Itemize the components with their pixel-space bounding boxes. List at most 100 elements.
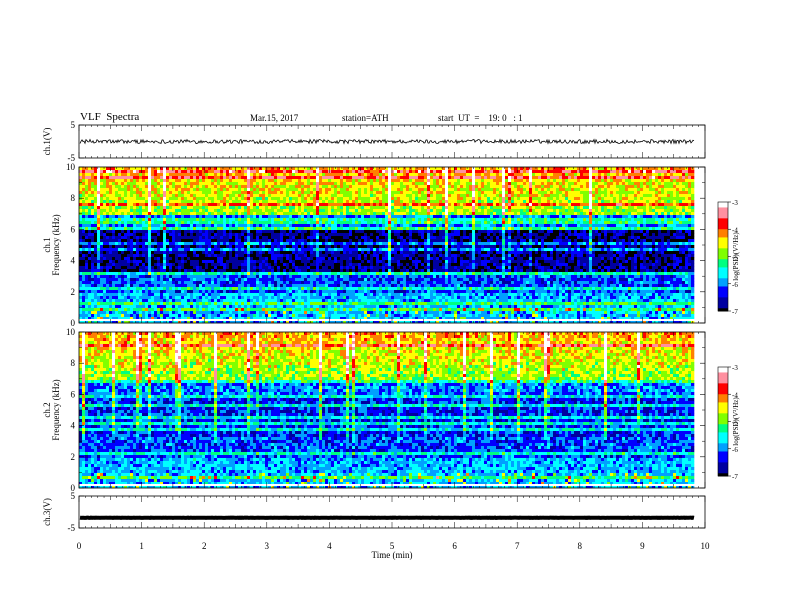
spectrogram-cell bbox=[664, 179, 668, 183]
spectrogram-cell bbox=[214, 185, 218, 189]
spectrogram-cell bbox=[589, 194, 593, 198]
spectrogram-cell bbox=[619, 170, 623, 174]
spectrogram-cell bbox=[517, 227, 521, 231]
spectrogram-cell bbox=[535, 194, 539, 198]
spectrogram-cell bbox=[604, 185, 608, 189]
spectrogram-cell bbox=[547, 233, 551, 237]
spectrogram-cell bbox=[412, 224, 416, 228]
spectrogram-cell bbox=[439, 182, 443, 186]
spectrogram-cell bbox=[346, 218, 350, 222]
spectrogram-cell bbox=[169, 212, 173, 216]
spectrogram-cell bbox=[631, 176, 635, 180]
spectrogram-cell bbox=[487, 203, 491, 207]
spectrogram-cell bbox=[349, 224, 353, 228]
spectrogram-cell bbox=[445, 200, 449, 204]
spectrogram-cell bbox=[175, 212, 179, 216]
spectrogram-cell bbox=[463, 185, 467, 189]
spectrogram-cell bbox=[220, 227, 224, 231]
spectrogram-cell bbox=[196, 191, 200, 195]
spectrogram-cell bbox=[220, 170, 224, 174]
spectrogram-cell bbox=[448, 218, 452, 222]
spectrogram-cell bbox=[580, 233, 584, 237]
spectrogram-cell bbox=[433, 176, 437, 180]
spectrogram-cell bbox=[373, 170, 377, 174]
spectrogram-cell bbox=[289, 194, 293, 198]
spectrogram-cell bbox=[205, 227, 209, 231]
spectrogram-cell bbox=[610, 215, 614, 219]
spectrogram-cell bbox=[556, 200, 560, 204]
spectrogram-cell bbox=[238, 215, 242, 219]
spectrogram-cell bbox=[451, 218, 455, 222]
spectrogram-cell bbox=[244, 194, 248, 198]
spectrogram-cell bbox=[445, 221, 449, 225]
spectrogram-cell bbox=[460, 233, 464, 237]
spectrogram-cell bbox=[472, 221, 476, 225]
spectrogram-cell bbox=[517, 191, 521, 195]
spectrogram-cell bbox=[88, 206, 92, 210]
spectrogram-cell bbox=[310, 224, 314, 228]
spectrogram-cell bbox=[304, 236, 308, 240]
spectrogram-cell bbox=[244, 188, 248, 192]
spectrogram-cell bbox=[478, 194, 482, 198]
spectrogram-cell bbox=[157, 191, 161, 195]
spectrogram-cell bbox=[502, 227, 506, 231]
spectrogram-cell bbox=[109, 185, 113, 189]
spectrogram-cell bbox=[514, 167, 518, 171]
spectrogram-cell bbox=[139, 233, 143, 237]
spectrogram-cell bbox=[85, 194, 89, 198]
spectrogram-cell bbox=[112, 218, 116, 222]
spectrogram-cell bbox=[553, 221, 557, 225]
spectrogram-cell bbox=[322, 176, 326, 180]
spectrogram-cell bbox=[85, 203, 89, 207]
spectrogram-cell bbox=[658, 173, 662, 177]
spectrogram-cell bbox=[388, 200, 392, 204]
spectrogram-cell bbox=[298, 227, 302, 231]
spectrogram-cell bbox=[505, 194, 509, 198]
spectrogram-cell bbox=[241, 182, 245, 186]
spectrogram-cell bbox=[187, 206, 191, 210]
spectrogram-cell bbox=[463, 188, 467, 192]
spectrogram-cell bbox=[409, 197, 413, 201]
spectrogram-cell bbox=[256, 182, 260, 186]
spectrogram-cell bbox=[388, 215, 392, 219]
spectrogram-cell bbox=[550, 194, 554, 198]
spectrogram-cell bbox=[169, 203, 173, 207]
spectrogram-cell bbox=[571, 191, 575, 195]
spectrogram-cell bbox=[643, 215, 647, 219]
spectrogram-cell bbox=[484, 215, 488, 219]
spectrogram-cell bbox=[511, 188, 515, 192]
spectrogram-cell bbox=[469, 233, 473, 237]
spectrogram-cell bbox=[373, 209, 377, 213]
spectrogram-cell bbox=[364, 233, 368, 237]
spectrogram-cell bbox=[628, 179, 632, 183]
spectrogram-cell bbox=[424, 200, 428, 204]
spectrogram-cell bbox=[283, 176, 287, 180]
spectrogram-cell bbox=[505, 221, 509, 225]
spectrogram-cell bbox=[430, 191, 434, 195]
spectrogram-cell bbox=[433, 215, 437, 219]
spectrogram-cell bbox=[661, 221, 665, 225]
spectrogram-cell bbox=[448, 173, 452, 177]
spectrogram-cell bbox=[502, 230, 506, 234]
spectrogram-cell bbox=[388, 182, 392, 186]
spectrogram-cell bbox=[169, 218, 173, 222]
spectrogram-cell bbox=[160, 227, 164, 231]
spectrogram-cell bbox=[505, 212, 509, 216]
spectrogram-cell bbox=[136, 218, 140, 222]
spectrogram-cell bbox=[133, 173, 137, 177]
spectrogram-cell bbox=[535, 221, 539, 225]
spectrogram-cell bbox=[580, 230, 584, 234]
spectrogram-cell bbox=[340, 191, 344, 195]
spectrogram-cell bbox=[532, 170, 536, 174]
spectrogram-cell bbox=[547, 236, 551, 240]
spectrogram-cell bbox=[541, 236, 545, 240]
spectrogram-cell bbox=[133, 203, 137, 207]
spectrogram-cell bbox=[349, 203, 353, 207]
spectrogram-cell bbox=[487, 236, 491, 240]
spectrogram-cell bbox=[553, 173, 557, 177]
spectrogram-cell bbox=[361, 230, 365, 234]
spectrogram-cell bbox=[400, 182, 404, 186]
spectrogram-cell bbox=[178, 233, 182, 237]
spectrogram-cell bbox=[403, 212, 407, 216]
spectrogram-cell bbox=[595, 200, 599, 204]
